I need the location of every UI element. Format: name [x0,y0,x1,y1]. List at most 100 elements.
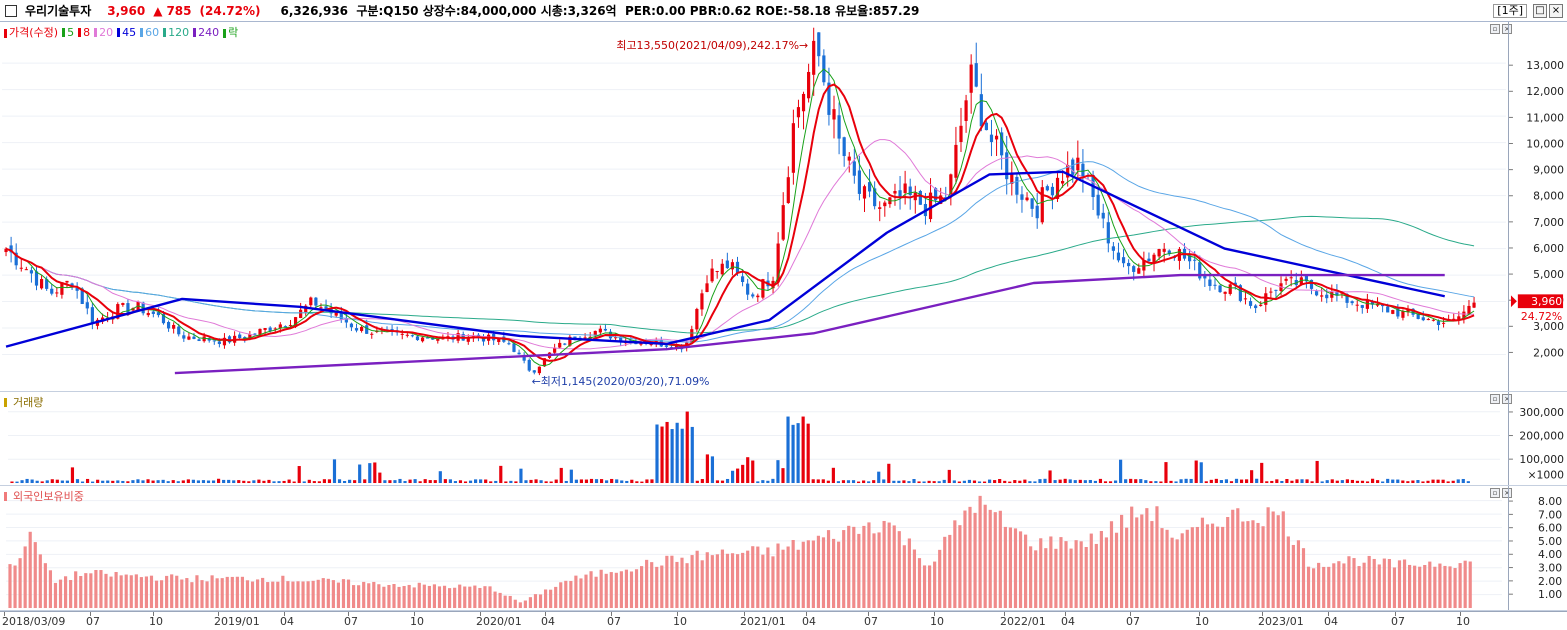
ma-20-line [5,139,1475,350]
foreign-ratio-bar [1312,568,1316,609]
price-chart[interactable]: 최고13,550(2021/04/09),242.17%→ ←최저1,145(20… [0,22,1508,391]
candle-body [801,93,806,112]
maximize-button[interactable]: □ [1533,4,1547,18]
foreign-ratio-bar [1185,529,1189,609]
pane-close-icon[interactable]: × [1502,488,1512,498]
y-tick-label: 2,000 [1533,346,1564,359]
stock-info: 6,326,936 구분:Q150 상장수:84,000,000 시총:3,32… [280,4,920,18]
volume-bar [650,479,654,484]
candle-body [1076,157,1080,171]
foreign-ratio-bar [665,555,669,609]
legend-item[interactable]: 240 [193,26,219,39]
candle-body [674,344,679,348]
y-tick-label: 1.00 [1538,588,1562,601]
candle-body [959,125,963,143]
legend-item[interactable]: 8 [78,26,90,39]
x-tick-label: 10 [673,615,687,628]
pane-minimize-icon[interactable]: ▫ [1490,488,1500,498]
volume-bar [1365,481,1370,484]
foreign-ratio-bar [1372,558,1376,609]
x-tick-label: 2019/01 [214,615,260,628]
volume-bar [146,479,150,484]
legend-item[interactable]: 120 [163,26,189,39]
foreign-pane-controls: ▫ × [1490,488,1512,498]
foreign-ratio-bar [741,552,745,609]
volume-bar [1290,480,1294,484]
foreign-ratio-bar [549,589,553,609]
legend-swatch [163,28,167,37]
volume-bar [1174,481,1178,484]
x-tick [1395,612,1396,616]
foreign-ratio-bar [1408,564,1412,609]
period-selector[interactable]: [1주] [1493,4,1527,18]
pane-minimize-icon[interactable]: ▫ [1490,394,1500,404]
volume-bar [171,480,175,484]
legend-item[interactable]: 가격(수정) [4,24,58,40]
candle-body [55,292,59,294]
foreign-ratio-bar [1286,536,1290,609]
volume-bar [337,479,342,484]
candle-body [29,270,34,274]
volume-bar [388,480,392,484]
volume-bar [872,480,876,484]
select-checkbox[interactable] [5,4,17,17]
volume-bar [342,480,347,484]
foreign-ratio-bar [953,520,957,609]
volume-bar [519,468,523,484]
legend-swatch [140,28,144,37]
pane-minimize-icon[interactable]: ▫ [1490,24,1500,34]
candle-body [365,325,369,334]
volume-bar [993,480,997,484]
volume-bar [660,426,664,484]
legend-item[interactable]: 5 [62,26,74,39]
foreign-ratio-chart[interactable] [0,486,1508,610]
candle-body [1223,291,1227,294]
pane-close-icon[interactable]: × [1502,24,1512,34]
volume-chart[interactable] [0,392,1508,485]
candle-body [700,293,704,310]
volume-bar [524,480,528,484]
candle-body [436,338,440,341]
legend-item[interactable]: 45 [117,26,136,39]
pane-close-icon[interactable]: × [1502,394,1512,404]
legend-item[interactable]: 60 [140,26,159,39]
foreign-ratio-bar [1099,530,1103,609]
candle-body [278,324,282,328]
candle-body [710,268,714,282]
foreign-ratio-bar [493,591,497,609]
volume-bar [156,480,160,484]
foreign-ratio-bar [619,571,623,609]
foreign-ratio-bar [205,581,209,609]
volume-bar [1184,478,1188,484]
candle-body [1193,259,1197,261]
x-tick [4,612,5,616]
foreign-ratio-bar [412,587,416,609]
candle-body [1462,311,1466,319]
volume-bar [50,479,54,484]
foreign-ratio-bar [538,594,543,609]
close-button[interactable]: × [1549,4,1563,18]
foreign-ratio-bar [311,580,315,609]
volume-bar [851,480,856,484]
volume-bar [559,467,563,484]
legend-item[interactable]: 20 [94,26,113,39]
volume-bar [1199,462,1203,484]
candle-body [1381,305,1385,307]
candle-body [949,174,953,196]
candle-body [1365,299,1369,309]
volume-bar [1103,481,1108,484]
foreign-ratio-bar [1195,526,1199,609]
x-tick [744,612,745,616]
candle-body [1441,322,1446,324]
volume-bar [1396,479,1400,484]
volume-bar [252,480,256,484]
candle-body [426,337,430,339]
volume-bar [393,480,397,484]
volume-bar [630,479,634,484]
foreign-ratio-bar [1337,561,1341,609]
volume-bar [751,460,755,484]
candle-body [1162,248,1166,252]
volume-bar [458,480,463,484]
volume-bar [292,481,296,484]
legend-item[interactable]: 락 [223,24,238,40]
